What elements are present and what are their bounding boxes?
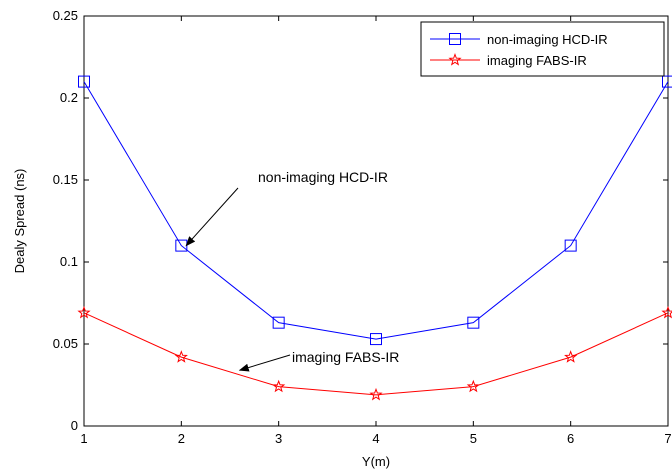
data-point xyxy=(370,333,382,346)
y-tick-label: 0.1 xyxy=(60,254,78,269)
annotation-imaging-label: imaging FABS-IR xyxy=(292,349,399,365)
annotation-arrow xyxy=(185,187,239,247)
series-non-imaging-hcd-ir xyxy=(78,75,672,346)
data-point xyxy=(369,387,383,401)
series-line xyxy=(83,312,669,396)
data-point xyxy=(467,316,480,329)
x-tick-label: 4 xyxy=(372,431,379,446)
data-point xyxy=(174,350,188,363)
x-axis-label: Y(m) xyxy=(362,454,390,469)
y-axis-label: Dealy Spread (ns) xyxy=(12,169,27,274)
y-tick-label: 0 xyxy=(71,418,78,433)
data-point xyxy=(466,379,480,393)
legend-marker xyxy=(449,33,461,45)
y-tick-label: 0.05 xyxy=(53,336,78,351)
legend-box xyxy=(420,21,665,77)
x-tick-label: 1 xyxy=(80,431,87,446)
data-point xyxy=(77,305,91,319)
x-tick-label: 2 xyxy=(178,431,185,446)
annotation-arrow xyxy=(238,354,291,372)
y-axis-ticks: 0 0.05 0.1 0.15 0.2 0.25 xyxy=(53,8,668,433)
series-imaging-fabs-ir xyxy=(77,305,672,401)
y-tick-label: 0.2 xyxy=(60,90,78,105)
data-point xyxy=(272,316,285,329)
legend-item: imaging FABS-IR xyxy=(430,53,587,68)
x-tick-label: 3 xyxy=(275,431,282,446)
legend: non-imaging HCD-IR imaging FABS-IR xyxy=(420,21,665,77)
annotations-layer: non-imaging HCD-IR imaging FABS-IR xyxy=(185,169,399,372)
legend-items: non-imaging HCD-IR imaging FABS-IR xyxy=(430,32,608,68)
y-tick-label: 0.25 xyxy=(53,8,78,23)
x-axis-ticks: 1 2 3 4 5 6 7 xyxy=(80,16,672,446)
legend-item: non-imaging HCD-IR xyxy=(430,32,608,47)
legend-label: non-imaging HCD-IR xyxy=(487,32,608,47)
x-tick-label: 6 xyxy=(567,431,574,446)
plot-area xyxy=(83,15,669,427)
data-point xyxy=(564,350,578,363)
data-point xyxy=(78,75,90,88)
x-tick-label: 7 xyxy=(664,431,671,446)
data-point xyxy=(662,75,672,88)
y-tick-label: 0.15 xyxy=(53,172,78,187)
series-line xyxy=(83,81,669,340)
data-point xyxy=(272,379,286,393)
legend-marker xyxy=(448,53,462,66)
x-tick-label: 5 xyxy=(470,431,477,446)
annotation-non-imaging-label: non-imaging HCD-IR xyxy=(258,169,388,185)
legend-label: imaging FABS-IR xyxy=(487,53,587,68)
data-point xyxy=(564,239,577,252)
series-layer xyxy=(77,75,672,401)
